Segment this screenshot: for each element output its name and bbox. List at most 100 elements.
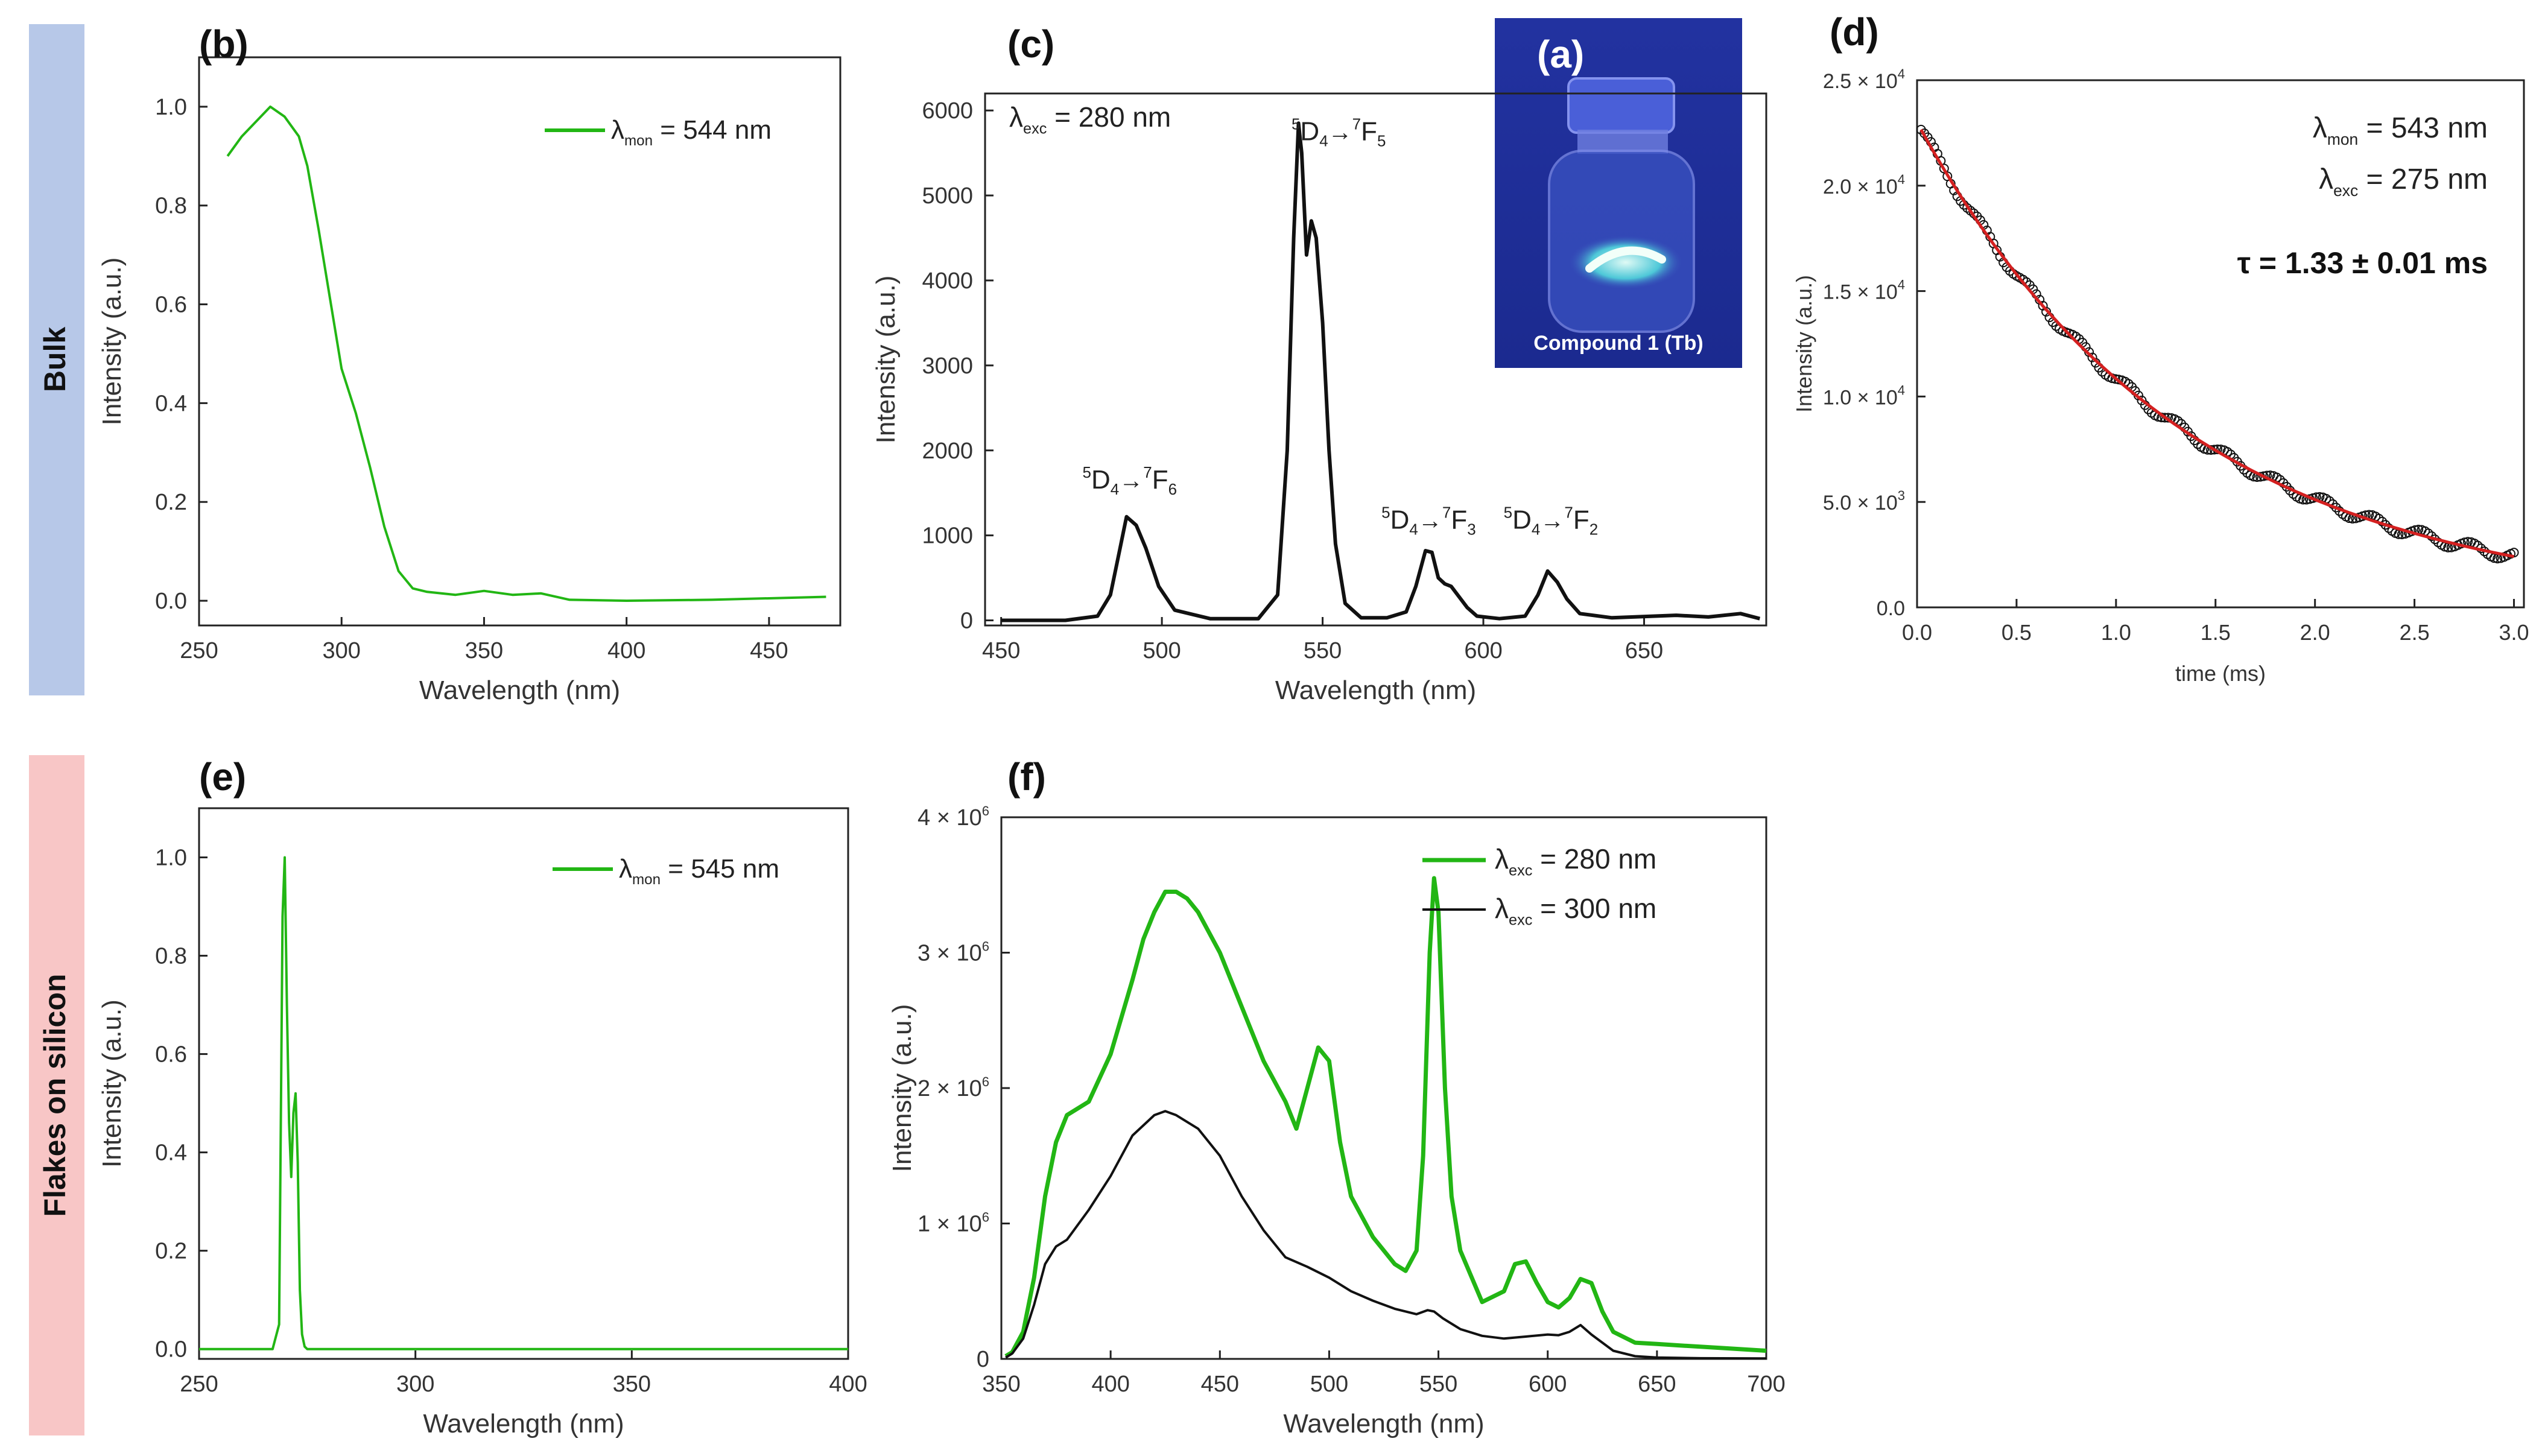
peak-f: F — [1152, 465, 1168, 495]
peak-sup: 5 — [1292, 115, 1300, 133]
y-tick-label: 2.0 × 104 — [1823, 172, 1905, 198]
peak-d: D — [1390, 505, 1410, 534]
y-tick-mantissa: 4 × 10 — [918, 805, 982, 831]
data-point — [2258, 471, 2269, 481]
y-tick-exponent: 6 — [982, 939, 989, 954]
x-tick-label: 500 — [1143, 638, 1181, 663]
x-tick-label: 3.0 — [2499, 620, 2529, 645]
chart-panel-c: (c) 450 500 550 600 650 0 1000 2000 3000 4000 5000 6… — [871, 22, 1767, 705]
x-tick-label: 400 — [607, 638, 645, 663]
y-tick-label: 0.6 — [155, 1042, 187, 1068]
peak-d: D — [1512, 505, 1532, 534]
peak-f: F — [1573, 505, 1590, 534]
flakes-band — [29, 755, 84, 1435]
lambda-subscript: exc — [1509, 912, 1532, 929]
peak-sub: 5 — [1377, 131, 1386, 150]
x-tick-label: 2.0 — [2300, 620, 2330, 645]
y-tick-label: 4 × 106 — [918, 803, 989, 831]
y-tick-mantissa: 0 — [977, 1347, 989, 1372]
axes-frame — [198, 56, 842, 627]
y-tick-label: 0.4 — [155, 1141, 187, 1166]
y-tick-mantissa: 5.0 × 10 — [1823, 492, 1898, 514]
y-tick-mantissa: 2.0 × 10 — [1823, 176, 1898, 198]
lambda-value: = 300 nm — [1532, 893, 1656, 924]
legend-label-0: λexc = 280 nm — [1495, 843, 1656, 879]
data-point — [2137, 395, 2147, 405]
peak-sub: 4 — [1532, 520, 1540, 538]
peak-arrow: → — [1119, 467, 1143, 494]
x-tick-label: 1.0 — [2101, 620, 2131, 645]
x-tick-label: 550 — [1419, 1372, 1457, 1397]
y-tick-label: 3 × 106 — [918, 939, 989, 966]
lambda-value: = 544 nm — [653, 115, 772, 145]
y-tick-label: 0.8 — [155, 944, 187, 969]
x-tick-label: 450 — [982, 638, 1020, 663]
y-tick-exponent: 4 — [1898, 172, 1905, 187]
chart-panel-b: (b) 250 300 350 400 450 0.0 0.2 0.4 0.6 0.8 1.0 Wave… — [97, 22, 842, 705]
peak-sup: 7 — [1143, 463, 1152, 481]
y-tick-exponent: 4 — [1898, 66, 1905, 81]
y-tick-label: 0 — [977, 1347, 989, 1372]
x-tick-label: 450 — [1201, 1372, 1239, 1397]
y-axis-title: Intensity (a.u.) — [97, 999, 127, 1168]
x-tick-label: 350 — [982, 1372, 1020, 1397]
y-tick-label: 1.0 — [155, 846, 187, 871]
y-tick-label: 0.8 — [155, 194, 187, 219]
bulk-row-label: Bulk — [38, 327, 72, 393]
peak-f: F — [1451, 505, 1467, 534]
lambda-symbol: λ — [1495, 843, 1509, 875]
x-tick-label: 650 — [1625, 638, 1663, 663]
y-tick-mantissa: 1 × 10 — [918, 1212, 982, 1237]
lambda-symbol: λ — [611, 115, 624, 145]
x-tick-label: 300 — [323, 638, 361, 663]
y-tick-label: 1.0 × 104 — [1823, 382, 1905, 409]
excitation-annotation: λexc = 280 nm — [1009, 101, 1171, 138]
x-tick-label: 400 — [829, 1372, 867, 1397]
x-axis-title: time (ms) — [2175, 661, 2266, 686]
y-tick-label: 2 × 106 — [918, 1074, 989, 1101]
panel-label: (e) — [199, 755, 246, 799]
x-tick-label: 250 — [180, 1372, 218, 1397]
chart-panel-e: (e) 250 300 350 400 0.0 0.2 0.4 0.6 0.8 1.0 Wavelen… — [97, 755, 867, 1439]
y-tick-label: 2000 — [922, 438, 973, 464]
y-tick-mantissa: 1.5 × 10 — [1823, 281, 1898, 304]
vial-glow — [1568, 235, 1683, 290]
peak-sup: 7 — [1352, 115, 1361, 133]
data-point — [2209, 445, 2219, 455]
lambda-symbol: λ — [2313, 112, 2327, 144]
vial-cap — [1567, 77, 1675, 134]
peak-label: 5D4→7F3 — [1381, 503, 1476, 538]
series-line-1 — [1005, 1110, 1767, 1360]
lambda-value: = 280 nm — [1047, 101, 1171, 133]
peak-arrow: → — [1328, 119, 1352, 145]
x-axis-title: Wavelength (nm) — [423, 1409, 624, 1439]
lambda-symbol: λ — [1495, 893, 1509, 924]
legend-label: λmon = 544 nm — [611, 115, 772, 149]
x-tick-label: 400 — [1091, 1372, 1129, 1397]
lambda-symbol: λ — [1009, 101, 1023, 133]
excitation-annotation: λexc = 275 nm — [2319, 163, 2488, 200]
photo-panel-a: (a) Compound 1 (Tb) — [1495, 18, 1742, 368]
y-tick-exponent: 3 — [1898, 488, 1905, 503]
data-point — [2087, 352, 2097, 362]
series-line-0 — [1001, 121, 1761, 622]
panel-label: (c) — [1007, 22, 1054, 66]
y-tick-exponent: 4 — [1898, 382, 1905, 397]
y-tick-exponent: 6 — [982, 1210, 989, 1225]
lambda-subscript: exc — [1023, 121, 1047, 138]
flakes-row-label: Flakes on silicon — [38, 974, 72, 1217]
powder-highlight — [1585, 246, 1666, 273]
lambda-subscript: mon — [2327, 130, 2358, 148]
x-tick-label: 250 — [180, 638, 218, 663]
x-tick-label: 600 — [1529, 1372, 1567, 1397]
lambda-subscript: mon — [624, 133, 653, 149]
x-tick-label: 1.5 — [2201, 620, 2231, 645]
x-tick-label: 450 — [750, 638, 788, 663]
y-tick-exponent: 6 — [982, 1074, 989, 1089]
y-tick-mantissa: 0.0 — [1877, 597, 1905, 620]
y-tick-label: 0.4 — [155, 391, 187, 416]
photo-panel-label: (a) — [1537, 33, 1584, 76]
y-tick-exponent: 4 — [1898, 277, 1905, 293]
y-tick-label: 0.6 — [155, 293, 187, 318]
